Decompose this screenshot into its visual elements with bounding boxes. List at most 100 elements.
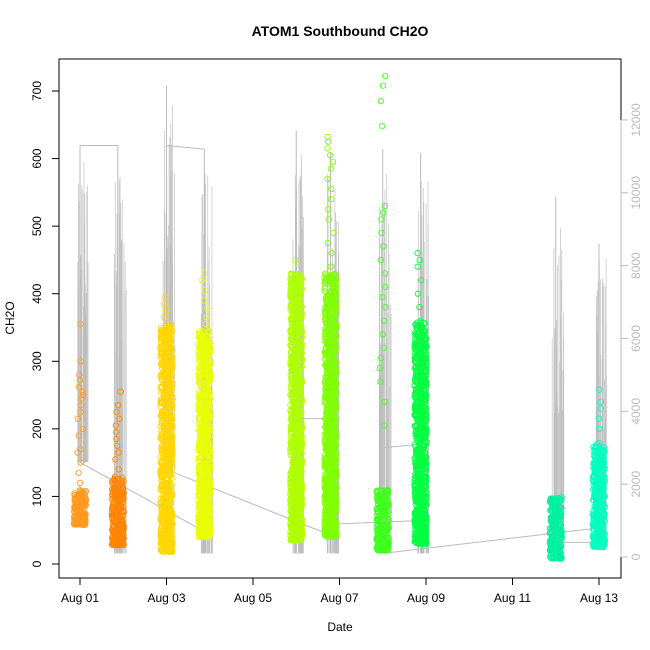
data-point xyxy=(166,494,173,501)
secondary-segment xyxy=(551,196,565,532)
data-point xyxy=(167,388,174,395)
data-point xyxy=(196,355,204,362)
data-point xyxy=(77,408,84,416)
data-point xyxy=(163,378,170,385)
data-point xyxy=(160,469,167,477)
data-point xyxy=(162,337,169,345)
data-point xyxy=(75,469,82,476)
data-point xyxy=(110,498,117,506)
data-point xyxy=(115,402,122,409)
data-point xyxy=(160,478,167,485)
data-point xyxy=(112,422,120,429)
data-point xyxy=(160,522,167,529)
data-point xyxy=(159,503,166,510)
data-point xyxy=(377,97,384,105)
data-point xyxy=(163,327,171,335)
data-point xyxy=(78,490,86,497)
data-point xyxy=(168,401,176,408)
data-point xyxy=(166,479,173,487)
data-point xyxy=(161,526,169,534)
data-point xyxy=(113,408,120,416)
data-point xyxy=(71,491,79,499)
data-point xyxy=(167,544,174,551)
data-point xyxy=(77,402,84,409)
data-point xyxy=(110,528,118,535)
data-point xyxy=(159,410,166,418)
data-point xyxy=(160,508,167,515)
data-point xyxy=(79,425,86,433)
data-point xyxy=(75,432,82,439)
data-point xyxy=(118,490,125,498)
data-point xyxy=(197,329,204,337)
data-point xyxy=(117,388,124,395)
data-point xyxy=(414,290,422,297)
data-point xyxy=(114,539,121,547)
data-point xyxy=(75,515,83,523)
data-point xyxy=(168,425,175,432)
data-point xyxy=(71,496,78,503)
data-point xyxy=(75,513,83,520)
data-point xyxy=(117,524,125,531)
data-point xyxy=(75,383,83,391)
data-point xyxy=(197,409,204,417)
data-point xyxy=(115,449,122,456)
series-2 xyxy=(157,293,176,555)
data-point xyxy=(167,418,174,426)
data-point xyxy=(161,538,168,546)
data-point xyxy=(158,528,165,535)
data-point xyxy=(111,530,119,537)
data-point xyxy=(113,435,120,443)
data-point xyxy=(112,456,119,463)
data-point xyxy=(168,367,175,374)
secondary-connector xyxy=(166,469,331,536)
data-point xyxy=(168,453,175,460)
data-point xyxy=(120,535,127,542)
data-point xyxy=(162,293,169,301)
data-points xyxy=(70,72,609,562)
data-point xyxy=(113,481,120,489)
series-1 xyxy=(108,388,127,549)
data-point xyxy=(204,434,212,442)
data-point xyxy=(165,441,172,449)
data-point xyxy=(79,514,87,522)
chart-title: ATOM1 Southbound CH2O xyxy=(252,23,429,39)
data-point xyxy=(159,413,166,421)
data-point xyxy=(160,501,167,509)
secondary-connector xyxy=(79,461,205,532)
data-point xyxy=(158,389,165,396)
data-point xyxy=(112,485,119,492)
data-point xyxy=(115,501,122,508)
data-point xyxy=(115,517,122,525)
data-point xyxy=(120,541,127,549)
data-point xyxy=(160,481,167,488)
data-point xyxy=(162,342,170,349)
data-point xyxy=(324,145,331,152)
plot-area xyxy=(58,58,622,579)
data-point xyxy=(80,520,87,528)
data-point xyxy=(74,507,81,514)
data-point xyxy=(77,358,84,365)
data-point xyxy=(168,381,176,388)
data-point xyxy=(328,185,335,193)
data-point xyxy=(414,250,421,257)
data-point xyxy=(110,513,117,520)
data-point xyxy=(166,327,173,334)
data-point xyxy=(108,541,116,548)
data-point xyxy=(159,492,166,499)
data-point xyxy=(382,72,389,80)
data-point xyxy=(168,530,176,538)
data-point xyxy=(168,544,175,552)
secondary-series xyxy=(77,85,607,554)
data-point xyxy=(167,533,175,540)
data-point xyxy=(158,447,166,454)
data-point xyxy=(169,435,176,442)
data-point xyxy=(159,360,166,367)
data-point xyxy=(159,463,166,470)
data-point xyxy=(163,307,171,314)
data-point xyxy=(158,336,166,343)
data-point xyxy=(158,328,165,336)
data-point xyxy=(167,346,174,353)
data-point xyxy=(81,514,89,522)
data-point xyxy=(166,388,173,396)
data-point xyxy=(157,469,164,476)
